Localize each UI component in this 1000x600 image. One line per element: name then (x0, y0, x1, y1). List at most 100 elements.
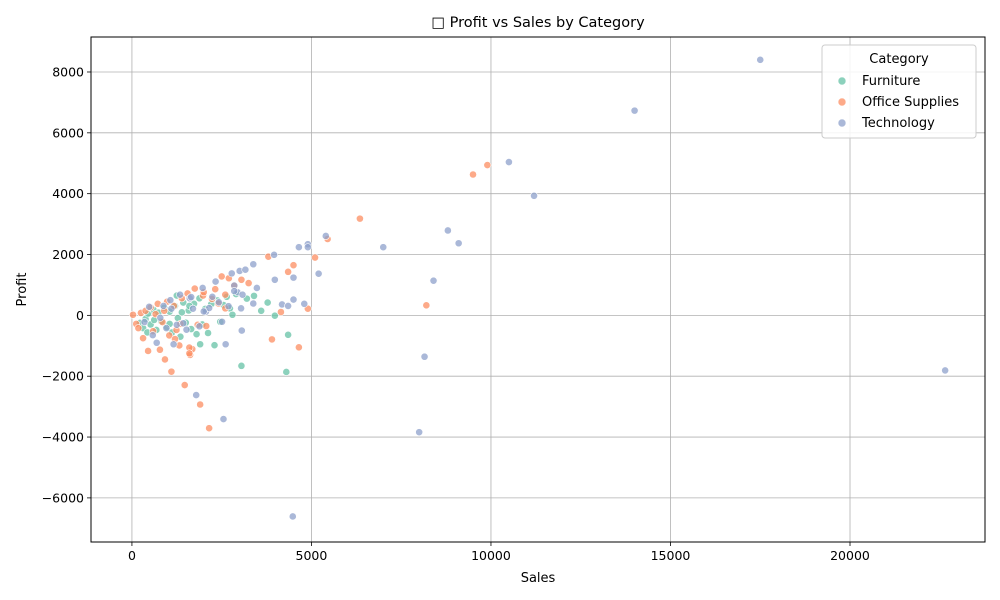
data-point (241, 265, 250, 274)
data-point (205, 424, 214, 433)
data-point (237, 361, 246, 370)
data-point (199, 307, 208, 316)
legend-marker (837, 118, 847, 128)
data-point (303, 243, 312, 252)
data-point (294, 243, 303, 252)
data-point (420, 352, 429, 361)
data-point (415, 428, 424, 437)
data-point (422, 301, 431, 310)
data-point (210, 341, 219, 350)
legend: Category Furniture Office Supplies Technol… (821, 44, 977, 139)
x-tick-label: 10000 (471, 548, 511, 563)
data-point (180, 381, 189, 389)
x-tick-label: 20000 (830, 548, 870, 563)
x-tick-label: 0 (128, 548, 136, 563)
y-tick-label: 8000 (52, 64, 84, 79)
data-point (263, 298, 272, 307)
data-point (454, 239, 463, 248)
data-point (282, 368, 291, 376)
data-point (214, 298, 223, 307)
legend-items: Furniture Office Supplies Technology (837, 74, 959, 131)
data-point (156, 345, 164, 354)
data-point (172, 320, 181, 329)
chart-title: □ Profit vs Sales by Category (431, 15, 645, 31)
data-point (277, 308, 285, 316)
data-point (237, 304, 245, 313)
data-point (230, 287, 239, 295)
data-point (483, 161, 492, 169)
x-axis-label: Sales (521, 571, 556, 586)
data-point (159, 302, 168, 310)
data-point (249, 260, 258, 269)
legend-box (821, 44, 977, 139)
data-point (237, 326, 246, 335)
data-points (129, 55, 950, 521)
data-point (165, 331, 174, 340)
data-point (505, 158, 513, 166)
data-point (284, 330, 293, 339)
y-axis-ticks: −6000 −4000 −2000 0 2000 4000 6000 8000 (42, 64, 91, 505)
data-point (161, 355, 169, 364)
data-point (221, 290, 230, 299)
plot-area-frame (90, 36, 986, 543)
data-point (204, 329, 212, 337)
data-point (238, 290, 247, 299)
y-tick-label: 4000 (52, 186, 84, 201)
data-point (756, 55, 765, 64)
data-point (270, 311, 279, 320)
data-point (228, 310, 237, 319)
data-point (237, 275, 246, 284)
data-point (198, 284, 207, 292)
data-point (148, 331, 157, 340)
data-point (218, 317, 226, 326)
data-point (250, 291, 258, 300)
y-axis-label: Profit (15, 273, 30, 307)
data-point (314, 269, 323, 278)
data-point (196, 340, 205, 349)
data-point (144, 347, 152, 355)
data-point (192, 391, 201, 399)
data-point (227, 269, 236, 278)
data-point (156, 313, 165, 322)
data-point (182, 325, 191, 334)
data-point (252, 284, 261, 292)
data-point (321, 232, 330, 240)
legend-label: Furniture (862, 74, 920, 89)
data-point (530, 191, 538, 200)
data-point (284, 267, 293, 276)
data-point (179, 319, 188, 328)
data-point (294, 343, 303, 352)
data-point (129, 310, 137, 319)
data-point (249, 299, 258, 308)
data-point (162, 324, 171, 333)
data-point (300, 299, 309, 308)
data-point (187, 293, 196, 302)
data-point (311, 253, 319, 262)
data-point (169, 340, 178, 349)
data-point (270, 275, 279, 284)
data-point (192, 330, 201, 339)
data-point (189, 304, 197, 313)
data-point (224, 302, 233, 311)
data-point (167, 367, 176, 376)
data-point (221, 340, 230, 349)
legend-title: Category (869, 52, 929, 67)
data-point (166, 296, 175, 305)
data-point (630, 106, 639, 115)
data-point (469, 170, 477, 179)
y-tick-label: −2000 (42, 369, 84, 384)
data-point (177, 308, 186, 317)
data-point (244, 279, 253, 288)
data-point (289, 273, 298, 282)
data-point (211, 277, 220, 286)
legend-marker (837, 76, 847, 86)
x-axis-ticks: 0 5000 10000 15000 20000 (128, 542, 870, 563)
legend-label: Technology (861, 116, 935, 131)
x-tick-label: 15000 (651, 548, 691, 563)
data-point (443, 226, 452, 235)
data-point (208, 292, 217, 301)
data-point (139, 334, 147, 343)
y-tick-label: 2000 (52, 247, 84, 262)
y-tick-label: −6000 (42, 490, 84, 505)
